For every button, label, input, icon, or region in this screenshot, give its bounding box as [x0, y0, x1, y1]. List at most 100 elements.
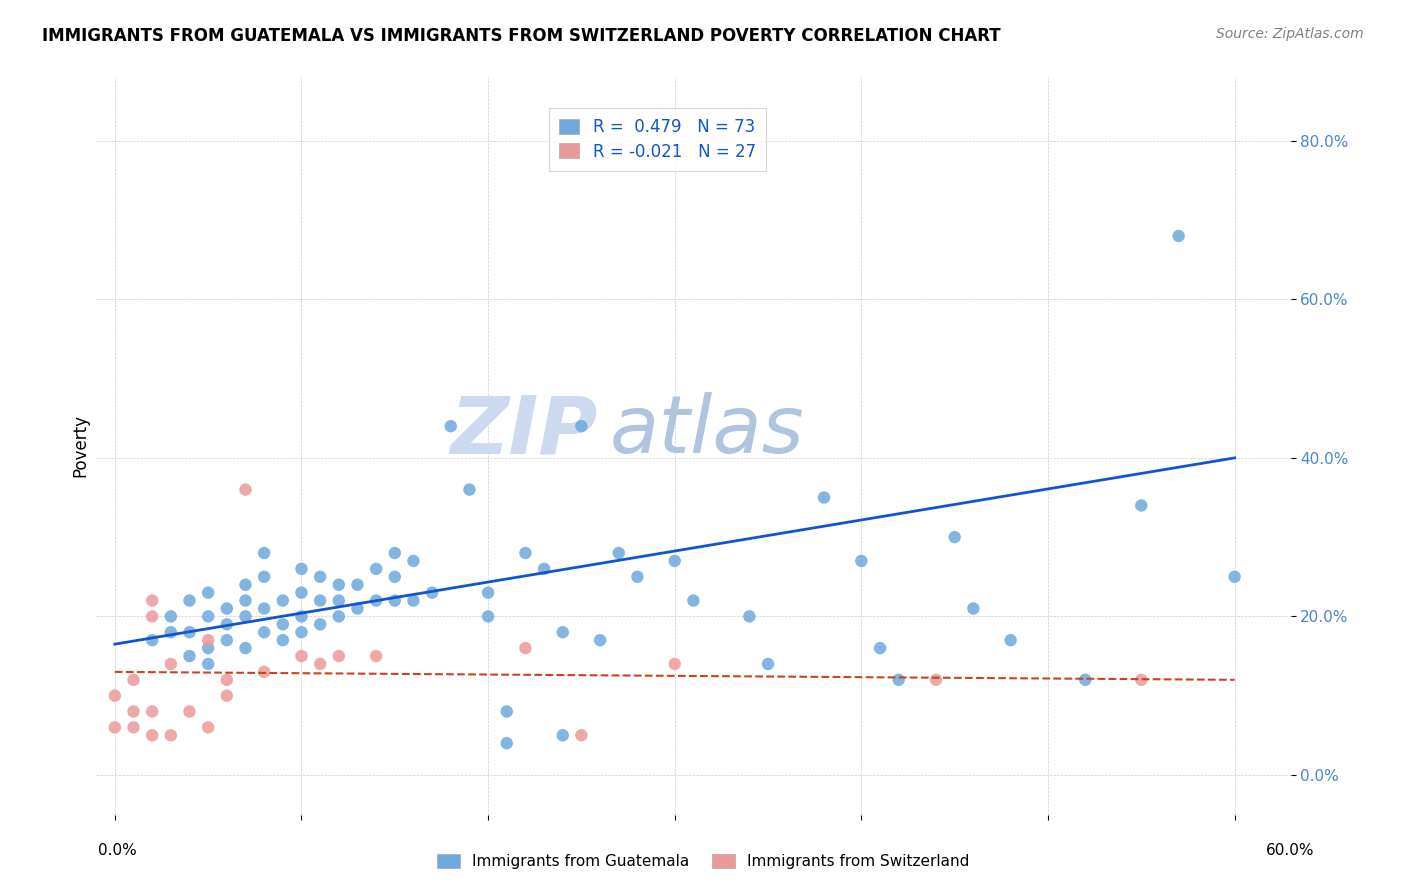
Point [402, 554, 425, 568]
Point [328, 648, 350, 663]
Point [626, 570, 648, 584]
Point [160, 625, 183, 640]
Point [384, 546, 406, 560]
Point [122, 673, 145, 687]
Point [253, 546, 276, 560]
Point [887, 673, 910, 687]
Point [179, 625, 201, 640]
Point [962, 601, 984, 615]
Text: Source: ZipAtlas.com: Source: ZipAtlas.com [1216, 27, 1364, 41]
Point [141, 728, 163, 742]
Point [235, 593, 257, 607]
Point [235, 609, 257, 624]
Point [515, 546, 537, 560]
Point [122, 705, 145, 719]
Point [160, 609, 183, 624]
Point [477, 585, 499, 599]
Point [122, 720, 145, 734]
Point [290, 648, 312, 663]
Point [458, 483, 481, 497]
Point [1167, 229, 1189, 244]
Point [309, 570, 332, 584]
Point [664, 554, 686, 568]
Point [215, 633, 238, 648]
Point [1130, 499, 1153, 513]
Point [682, 593, 704, 607]
Point [290, 585, 312, 599]
Point [271, 593, 294, 607]
Point [384, 593, 406, 607]
Point [253, 601, 276, 615]
Point [309, 593, 332, 607]
Point [571, 728, 593, 742]
Point [440, 419, 463, 434]
Point [533, 562, 555, 576]
Point [402, 593, 425, 607]
Point [384, 570, 406, 584]
Point [271, 633, 294, 648]
Point [495, 736, 517, 750]
Point [290, 625, 312, 640]
Point [328, 609, 350, 624]
Point [141, 609, 163, 624]
Point [179, 593, 201, 607]
Point [235, 483, 257, 497]
Point [235, 577, 257, 591]
Point [366, 593, 388, 607]
Text: atlas: atlas [610, 392, 804, 470]
Point [551, 728, 574, 742]
Point [197, 609, 219, 624]
Point [664, 657, 686, 671]
Text: ZIP: ZIP [450, 392, 598, 470]
Point [160, 657, 183, 671]
Point [477, 609, 499, 624]
Point [141, 633, 163, 648]
Point [738, 609, 761, 624]
Point [271, 617, 294, 632]
Point [346, 601, 368, 615]
Point [851, 554, 873, 568]
Point [309, 617, 332, 632]
Point [756, 657, 779, 671]
Legend: R =  0.479   N = 73, R = -0.021   N = 27: R = 0.479 N = 73, R = -0.021 N = 27 [550, 108, 766, 170]
Point [1000, 633, 1022, 648]
Point [571, 419, 593, 434]
Point [1223, 570, 1246, 584]
Point [551, 625, 574, 640]
Point [197, 657, 219, 671]
Point [607, 546, 630, 560]
Point [366, 562, 388, 576]
Point [104, 689, 127, 703]
Point [215, 689, 238, 703]
Point [328, 577, 350, 591]
Point [515, 641, 537, 656]
Point [420, 585, 443, 599]
Point [1074, 673, 1097, 687]
Point [869, 641, 891, 656]
Point [179, 705, 201, 719]
Point [328, 593, 350, 607]
Point [215, 601, 238, 615]
Point [495, 705, 517, 719]
Point [235, 641, 257, 656]
Point [104, 720, 127, 734]
Point [925, 673, 948, 687]
Point [346, 577, 368, 591]
Point [215, 673, 238, 687]
Text: IMMIGRANTS FROM GUATEMALA VS IMMIGRANTS FROM SWITZERLAND POVERTY CORRELATION CHA: IMMIGRANTS FROM GUATEMALA VS IMMIGRANTS … [42, 27, 1001, 45]
Point [1130, 673, 1153, 687]
Point [309, 657, 332, 671]
Point [290, 609, 312, 624]
Point [253, 665, 276, 679]
Point [197, 720, 219, 734]
Point [179, 648, 201, 663]
Point [253, 625, 276, 640]
Point [290, 562, 312, 576]
Point [197, 641, 219, 656]
Point [141, 705, 163, 719]
Point [141, 593, 163, 607]
Point [366, 648, 388, 663]
Point [253, 570, 276, 584]
Point [589, 633, 612, 648]
Point [197, 585, 219, 599]
